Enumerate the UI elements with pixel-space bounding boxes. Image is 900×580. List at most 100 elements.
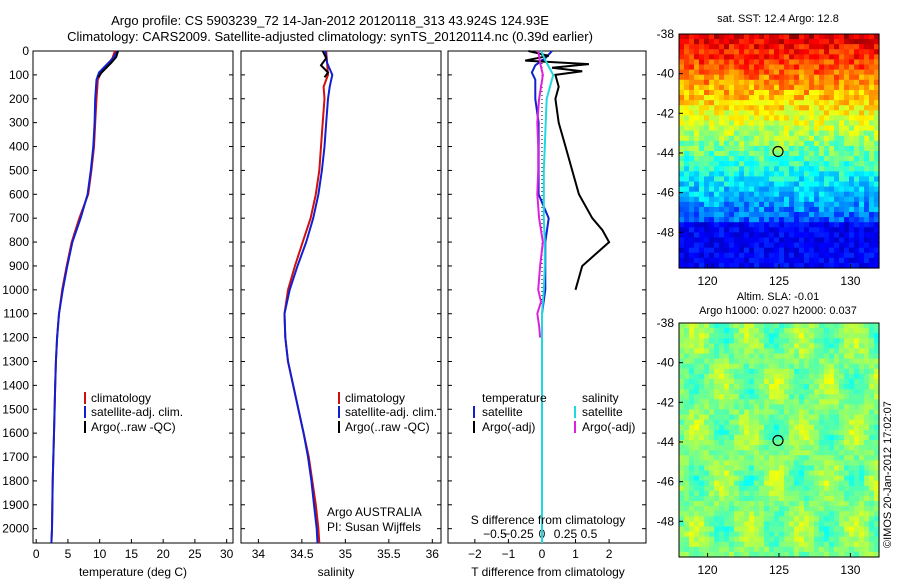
map-cell bbox=[739, 44, 745, 50]
map-cell bbox=[689, 125, 695, 132]
map-cell bbox=[679, 232, 685, 239]
map-cell bbox=[794, 181, 800, 188]
map-cell bbox=[834, 419, 840, 426]
map-cell bbox=[854, 429, 860, 436]
map-cell bbox=[764, 181, 770, 188]
map-cell bbox=[854, 176, 860, 183]
map-cell bbox=[839, 105, 845, 111]
map-cell bbox=[819, 79, 825, 86]
map-cell bbox=[859, 135, 865, 142]
map-cell bbox=[699, 506, 705, 512]
map-cell bbox=[719, 222, 725, 228]
map-cell bbox=[804, 232, 810, 239]
map-cell bbox=[714, 186, 720, 193]
map-cell bbox=[869, 465, 875, 472]
map-cell bbox=[734, 176, 740, 183]
map-cell bbox=[764, 217, 770, 223]
map-cell bbox=[834, 130, 840, 137]
map-cell bbox=[834, 368, 840, 375]
map-cell bbox=[694, 171, 700, 178]
map-cell bbox=[734, 262, 740, 269]
map-cell bbox=[819, 105, 825, 111]
map-cell bbox=[754, 100, 760, 106]
map-cell bbox=[689, 343, 695, 350]
map-cell bbox=[809, 161, 815, 167]
map-cell bbox=[794, 353, 800, 360]
map-cell bbox=[864, 110, 870, 116]
map-cell bbox=[829, 95, 835, 101]
map-cell bbox=[869, 551, 875, 558]
map-cell bbox=[864, 161, 870, 167]
map-cell bbox=[724, 39, 730, 45]
map-cell bbox=[759, 490, 765, 497]
map-cell bbox=[749, 212, 755, 218]
map-cell bbox=[764, 201, 770, 208]
map-cell bbox=[779, 156, 785, 162]
map-cell bbox=[764, 455, 770, 461]
map-cell bbox=[769, 409, 775, 416]
map-cell bbox=[854, 105, 860, 111]
map-cell bbox=[809, 186, 815, 193]
map-cell bbox=[689, 145, 695, 152]
map-cell bbox=[724, 551, 730, 558]
map-cell bbox=[864, 257, 870, 264]
map-cell bbox=[784, 485, 790, 492]
map-cell bbox=[749, 450, 755, 456]
map-cell bbox=[819, 84, 825, 91]
map-cell bbox=[794, 115, 800, 122]
map-cell bbox=[799, 328, 805, 334]
map-cell bbox=[799, 465, 805, 472]
map-cell bbox=[869, 389, 875, 395]
map-cell bbox=[679, 79, 685, 86]
map-cell bbox=[749, 110, 755, 116]
map-cell bbox=[829, 49, 835, 55]
map-cell bbox=[799, 191, 805, 198]
map-cell bbox=[774, 414, 780, 421]
map-cell bbox=[854, 217, 860, 223]
map-cell bbox=[829, 161, 835, 167]
map-cell bbox=[824, 39, 830, 45]
map-cell bbox=[834, 176, 840, 183]
map-cell bbox=[754, 485, 760, 492]
map-cell bbox=[744, 389, 750, 395]
map-cell bbox=[749, 378, 755, 385]
map-cell bbox=[729, 501, 735, 507]
map-cell bbox=[789, 186, 795, 193]
map-cell bbox=[729, 485, 735, 492]
map-cell bbox=[799, 120, 805, 127]
map-cell bbox=[794, 348, 800, 355]
map-cell bbox=[834, 181, 840, 188]
map-cell bbox=[719, 171, 725, 178]
map-cell bbox=[844, 414, 850, 421]
map-cell bbox=[839, 232, 845, 239]
map-cell bbox=[694, 363, 700, 370]
map-cell bbox=[779, 419, 785, 426]
map-cell bbox=[799, 140, 805, 147]
map-cell bbox=[779, 227, 785, 233]
map-cell bbox=[714, 465, 720, 472]
map-cell bbox=[814, 511, 820, 517]
map-cell bbox=[694, 551, 700, 558]
map-cell bbox=[694, 201, 700, 208]
map-cell bbox=[839, 64, 845, 71]
map-cell bbox=[844, 373, 850, 380]
map-cell bbox=[684, 485, 690, 492]
map-cell bbox=[699, 480, 705, 487]
map-cell bbox=[849, 95, 855, 101]
map-cell bbox=[829, 206, 835, 213]
map-cell bbox=[679, 363, 685, 370]
map-cell bbox=[679, 378, 685, 385]
map-cell bbox=[699, 465, 705, 472]
map-cell bbox=[769, 450, 775, 456]
map-cell bbox=[684, 151, 690, 157]
map-cell bbox=[854, 181, 860, 188]
map-cell bbox=[699, 95, 705, 101]
x-tick-label: 15 bbox=[125, 547, 139, 561]
map-cell bbox=[864, 69, 870, 76]
map-cell bbox=[729, 480, 735, 487]
map-cell bbox=[819, 232, 825, 239]
map-cell bbox=[804, 404, 810, 411]
map-cell bbox=[869, 166, 875, 172]
map-cell bbox=[779, 201, 785, 208]
map-cell bbox=[714, 145, 720, 152]
